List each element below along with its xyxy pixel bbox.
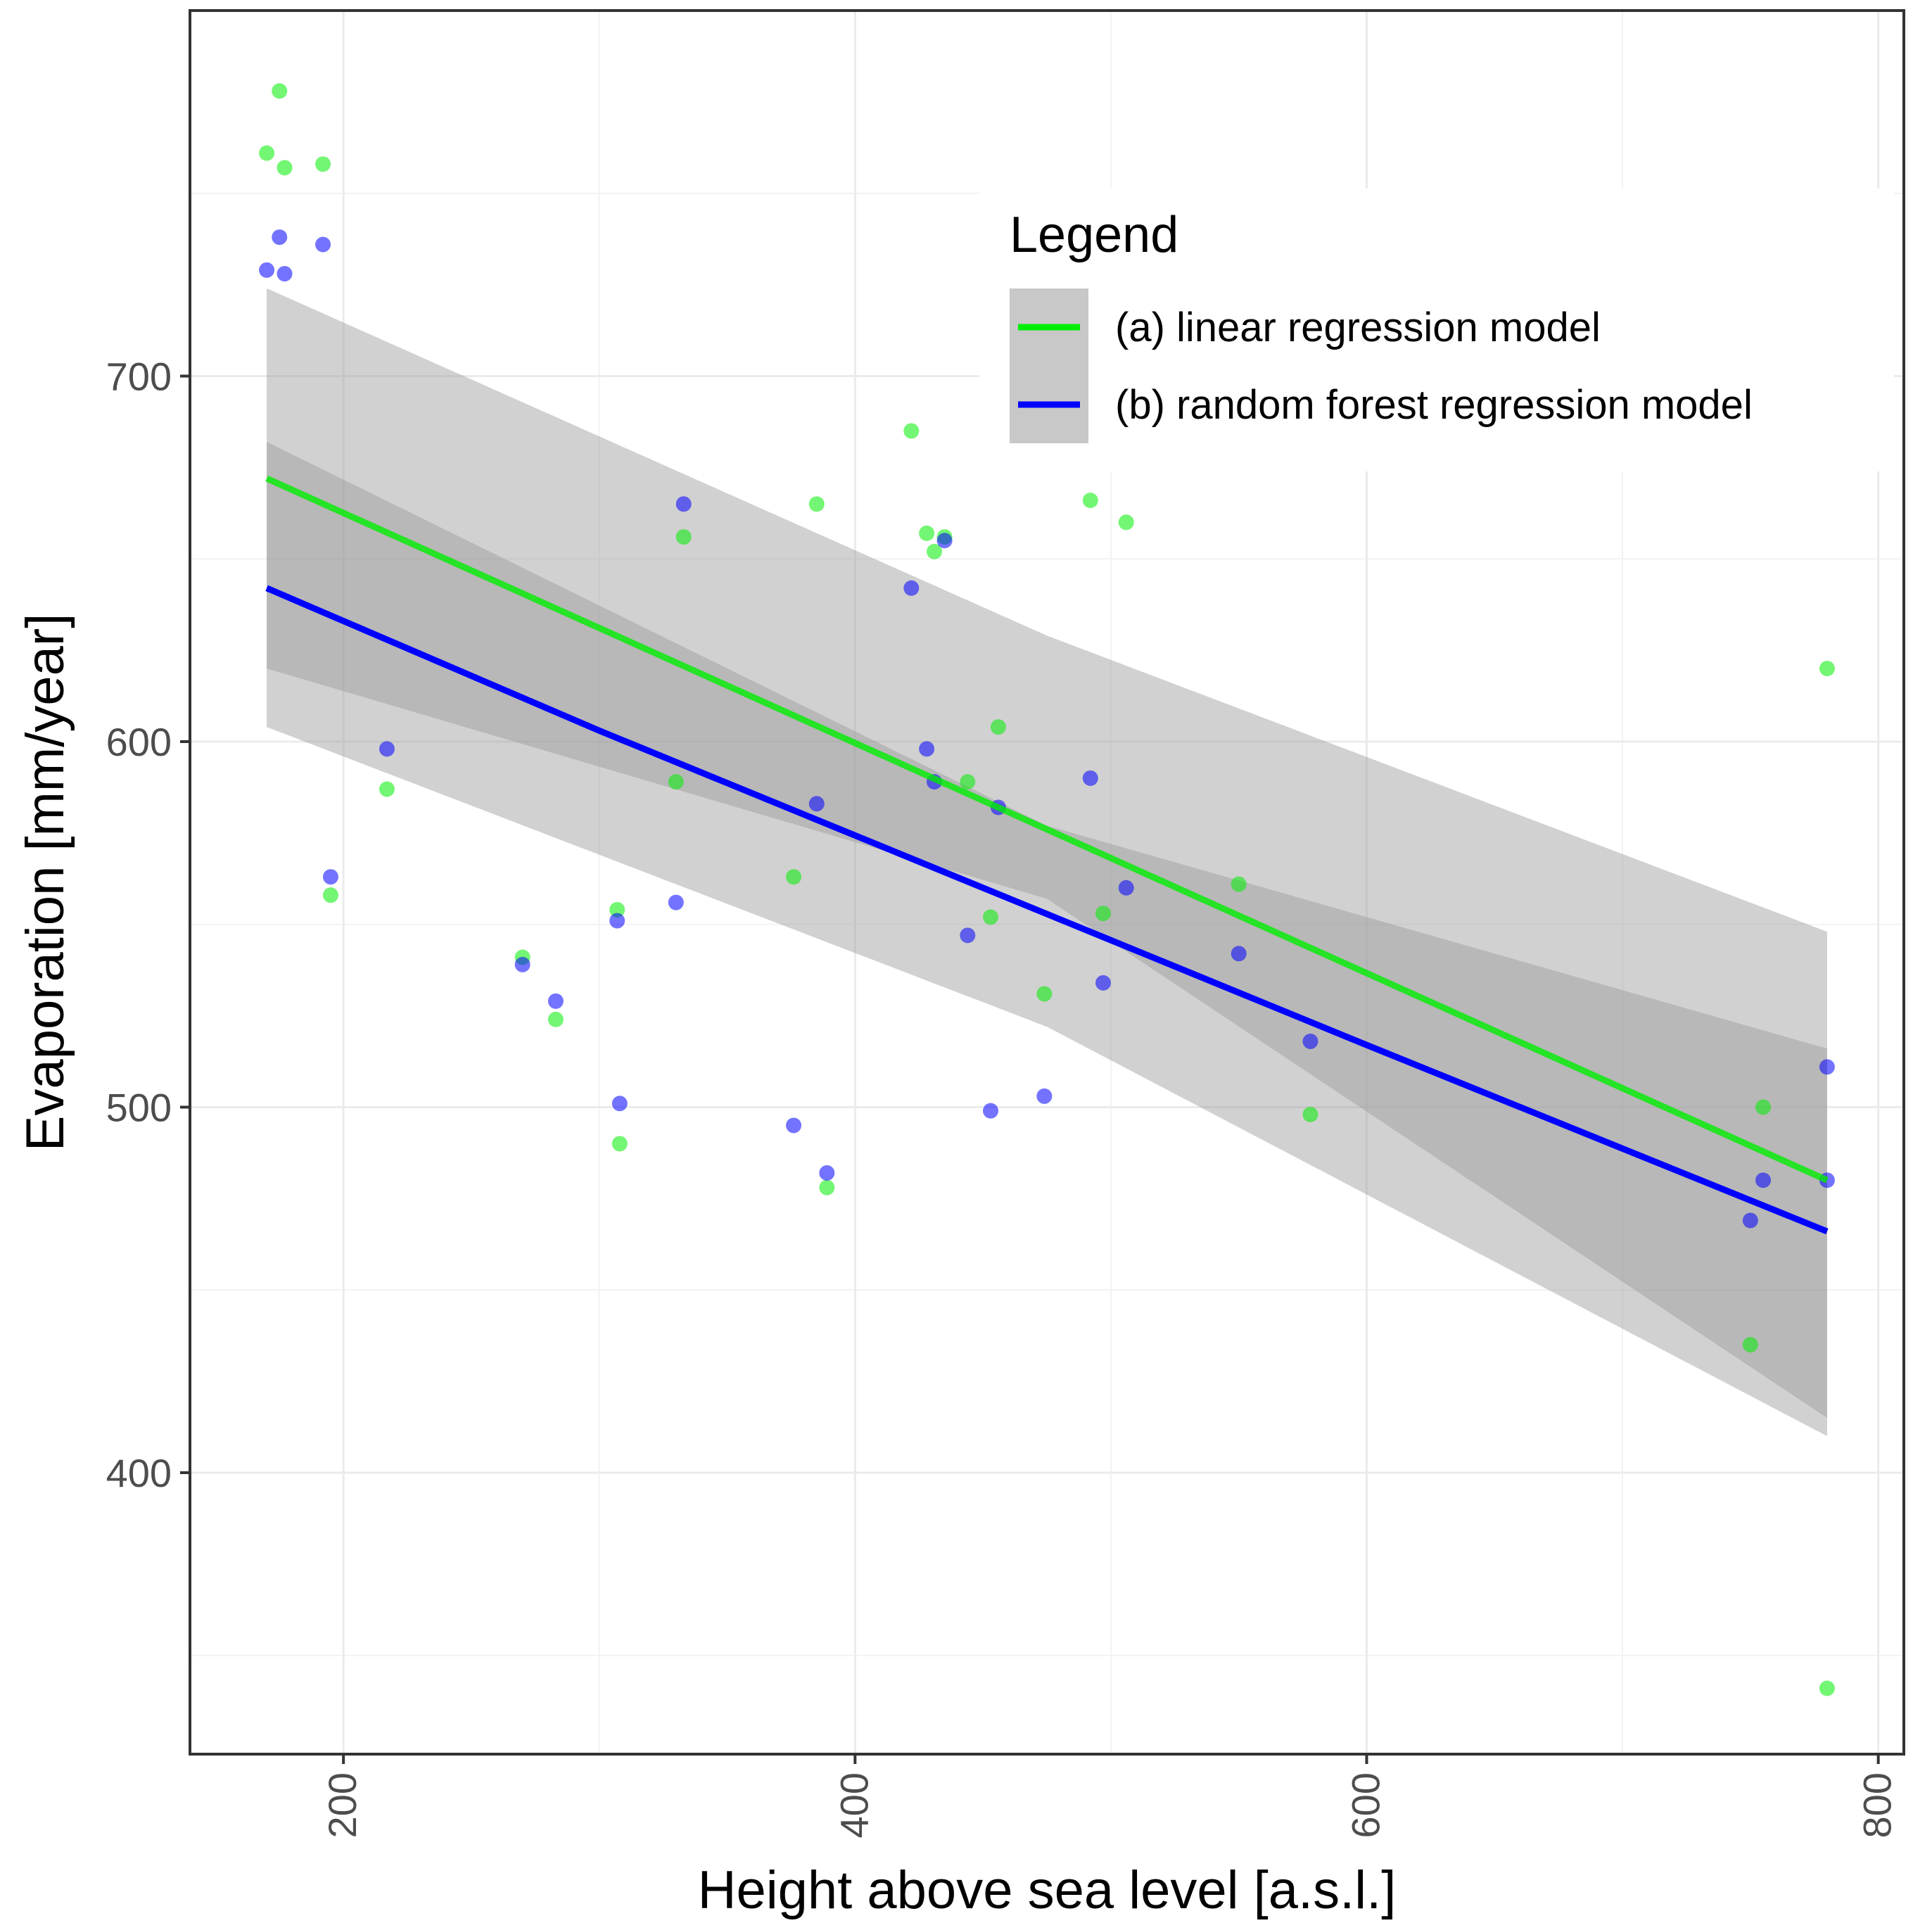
data-point-a xyxy=(611,1136,628,1152)
y-axis-title: Evaporation [mm/year] xyxy=(15,614,75,1152)
data-point-b xyxy=(1742,1212,1758,1229)
data-point-b xyxy=(322,869,338,885)
data-point-b xyxy=(379,741,395,757)
data-point-a xyxy=(819,1179,835,1195)
data-point-a xyxy=(547,1011,564,1027)
data-point-b xyxy=(668,894,684,910)
data-point-a xyxy=(675,529,692,545)
data-point-a xyxy=(1231,876,1247,892)
data-point-a xyxy=(903,423,920,439)
legend-label-b: (b) random forest regression model xyxy=(1115,382,1753,428)
legend-background xyxy=(979,189,1894,471)
x-axis-title: Height above sea level [a.s.l.] xyxy=(698,1860,1397,1920)
data-point-a xyxy=(272,83,288,99)
y-tick-label: 600 xyxy=(106,720,172,764)
regression-lines xyxy=(265,475,1829,1235)
data-point-a xyxy=(322,887,338,903)
legend-label-a: (a) linear regression model xyxy=(1115,305,1601,350)
x-tick-label: 600 xyxy=(1343,1772,1387,1838)
data-point-a xyxy=(919,525,935,541)
data-point-b xyxy=(786,1117,802,1134)
data-point-a xyxy=(1118,514,1134,531)
data-point-b xyxy=(936,533,953,549)
data-point-a xyxy=(808,496,825,512)
confidence-ribbon-a xyxy=(267,288,1827,1437)
data-point-b xyxy=(1302,1033,1318,1049)
data-point-b xyxy=(272,229,288,246)
data-point-a xyxy=(315,156,331,172)
data-point-b xyxy=(611,1096,628,1112)
data-point-a xyxy=(960,774,976,790)
data-point-a xyxy=(1819,661,1835,677)
data-point-a xyxy=(668,774,684,790)
data-point-b xyxy=(919,741,935,757)
confidence-ribbons xyxy=(267,288,1827,1437)
data-point-a xyxy=(983,909,999,925)
data-point-b xyxy=(1231,946,1247,962)
data-point-b xyxy=(547,993,564,1009)
data-point-b xyxy=(277,266,293,282)
axis-ticks: 400 500 600 700 200 400 600 800 xyxy=(106,354,1900,1838)
data-point-a xyxy=(1742,1337,1758,1353)
plot-border xyxy=(189,9,1905,1756)
data-point-a xyxy=(1036,986,1053,1002)
data-point-a xyxy=(1302,1106,1318,1122)
data-point-a xyxy=(1095,906,1111,922)
data-point-b xyxy=(1082,770,1098,786)
data-point-a xyxy=(990,719,1006,735)
data-point-b xyxy=(983,1103,999,1119)
data-point-b xyxy=(960,927,976,944)
data-point-a xyxy=(1755,1099,1772,1115)
confidence-ribbon-b xyxy=(267,442,1827,1419)
y-tick-label: 500 xyxy=(106,1085,172,1129)
legend-title: Legend xyxy=(1010,207,1178,263)
data-point-b xyxy=(675,496,692,512)
data-point-b xyxy=(903,580,920,596)
data-point-b xyxy=(514,956,530,972)
fit-line-b xyxy=(265,585,1829,1235)
legend: Legend (a) linear regression model (b) r… xyxy=(979,189,1894,471)
y-tick-label: 700 xyxy=(106,354,172,398)
fit-line-a xyxy=(265,475,1829,1183)
data-point-b xyxy=(1036,1088,1053,1104)
data-point-b xyxy=(1819,1059,1835,1075)
x-tick-label: 200 xyxy=(320,1772,364,1838)
data-point-a xyxy=(379,781,395,797)
data-point-b xyxy=(808,796,825,812)
data-point-b xyxy=(1755,1172,1772,1188)
data-point-b xyxy=(1118,880,1134,896)
data-point-a xyxy=(927,543,943,559)
data-point-a xyxy=(609,901,625,918)
data-point-a xyxy=(786,869,802,885)
data-point-b xyxy=(819,1165,835,1181)
data-point-b xyxy=(315,236,331,253)
data-point-a xyxy=(259,145,275,161)
data-point-a xyxy=(1082,493,1098,509)
data-point-b xyxy=(1095,975,1111,991)
data-point-b xyxy=(609,913,625,929)
data-point-b xyxy=(259,262,275,278)
data-point-a xyxy=(1819,1680,1835,1696)
scatter-points xyxy=(259,83,1835,1696)
y-tick-label: 400 xyxy=(106,1451,172,1495)
x-tick-label: 400 xyxy=(832,1772,876,1838)
x-tick-label: 800 xyxy=(1855,1772,1900,1838)
data-point-a xyxy=(277,160,293,176)
